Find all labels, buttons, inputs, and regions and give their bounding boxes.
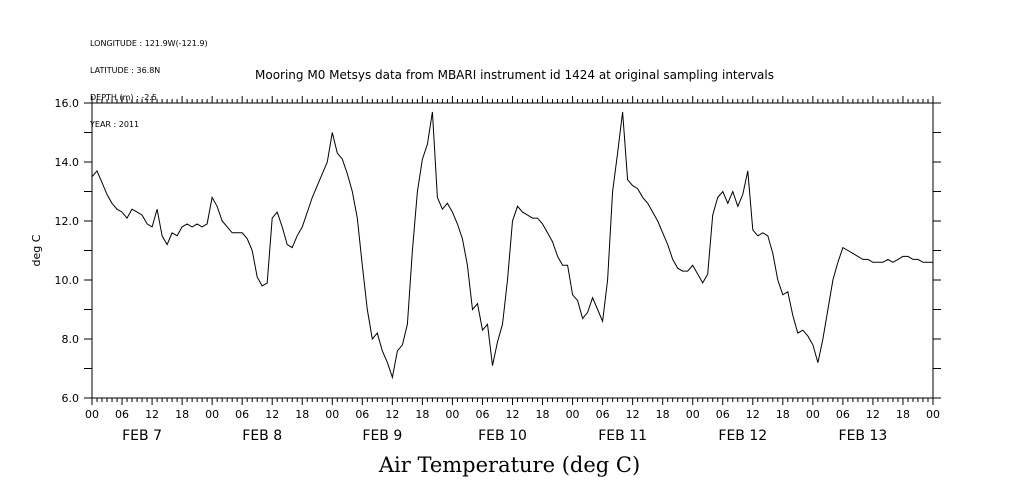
x-tick-label: 06 (596, 408, 610, 421)
x-tick-label: 18 (295, 408, 309, 421)
x-day-label: FEB 9 (362, 428, 402, 444)
x-tick-label: 06 (115, 408, 129, 421)
x-tick-label: 12 (506, 408, 520, 421)
y-tick-label: 10.0 (55, 274, 80, 287)
x-tick-label: 00 (566, 408, 580, 421)
series-line (91, 111, 933, 380)
x-day-label: FEB 13 (839, 428, 888, 444)
plot-frame (91, 102, 934, 399)
y-axis-label: deg C (30, 234, 43, 266)
y-tick-label: 16.0 (55, 97, 80, 110)
x-tick-label: 06 (475, 408, 489, 421)
x-tick-label: 12 (385, 408, 399, 421)
y-tick-label: 14.0 (55, 156, 80, 169)
x-tick-label: 06 (235, 408, 249, 421)
x-tick-label: 06 (836, 408, 850, 421)
y-tick-label: 12.0 (55, 215, 80, 228)
chart-title: Air Temperature (deg C) (378, 453, 641, 477)
x-tick-label: 00 (445, 408, 459, 421)
x-tick-label: 12 (746, 408, 760, 421)
x-tick-label: 18 (175, 408, 189, 421)
x-day-label: FEB 7 (122, 428, 162, 444)
x-tick-label: 00 (926, 408, 940, 421)
latitude-label: LATITUDE : 36.8N (90, 66, 161, 75)
x-tick-label: 12 (265, 408, 279, 421)
y-tick-label: 6.0 (62, 392, 80, 405)
x-tick-label: 06 (716, 408, 730, 421)
x-tick-label: 12 (145, 408, 159, 421)
x-tick-label: 18 (656, 408, 670, 421)
x-tick-label: 00 (806, 408, 820, 421)
x-tick-label: 12 (626, 408, 640, 421)
x-tick-label: 06 (355, 408, 369, 421)
depth-label: DEPTH (m) : -2.5 (90, 93, 157, 102)
x-day-label: FEB 11 (598, 428, 647, 444)
x-tick-label: 00 (85, 408, 99, 421)
station-metadata: LONGITUDE : 121.9W(-121.9) LATITUDE : 36… (90, 21, 208, 138)
x-tick-label: 18 (896, 408, 910, 421)
x-day-label: FEB 8 (242, 428, 282, 444)
x-tick-label: 00 (205, 408, 219, 421)
x-day-label: FEB 10 (478, 428, 527, 444)
y-tick-label: 8.0 (62, 333, 80, 346)
x-tick-label: 18 (415, 408, 429, 421)
year-label: YEAR : 2011 (90, 120, 140, 129)
x-tick-label: 18 (776, 408, 790, 421)
x-tick-label: 18 (536, 408, 550, 421)
x-tick-label: 00 (325, 408, 339, 421)
longitude-label: LONGITUDE : 121.9W(-121.9) (90, 39, 208, 48)
chart-subtitle: Mooring M0 Metsys data from MBARI instru… (255, 68, 774, 82)
x-tick-label: 12 (866, 408, 880, 421)
x-day-label: FEB 12 (718, 428, 767, 444)
x-tick-label: 00 (686, 408, 700, 421)
